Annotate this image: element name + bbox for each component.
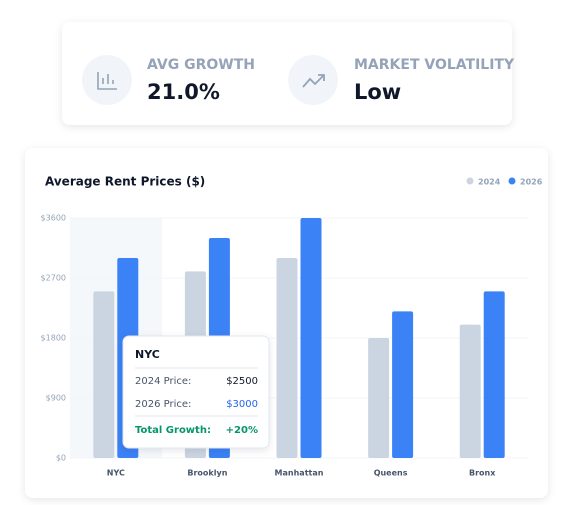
stat-label: AVG GROWTH [147, 57, 255, 73]
tooltip-total-label: Total Growth: [135, 425, 211, 436]
y-tick-label: $1800 [41, 334, 66, 343]
y-tick-label: $3600 [41, 214, 66, 223]
x-tick-label: Brooklyn [187, 469, 227, 478]
bar [483, 291, 505, 458]
tooltip-value: $3000 [226, 399, 258, 410]
x-tick-label: Manhattan [275, 469, 324, 478]
trend-icon [302, 74, 325, 88]
bar [93, 291, 115, 458]
x-tick-label: Queens [374, 469, 408, 478]
bar [368, 338, 390, 458]
chart-title: Average Rent Prices ($) [45, 175, 205, 189]
legend-label: 2026 [520, 178, 543, 187]
stat-icon [288, 55, 338, 105]
y-tick-label: $2700 [41, 274, 66, 283]
bar [300, 218, 322, 458]
tooltip-label: 2024 Price: [135, 376, 191, 387]
stat-value: Low [354, 80, 401, 104]
stat-value: 21.0% [147, 80, 220, 104]
tooltip-label: 2026 Price: [135, 399, 191, 410]
x-tick-label: Bronx [469, 469, 496, 478]
tooltip-title: NYC [135, 348, 160, 361]
x-tick-label: NYC [107, 469, 125, 478]
stat-icon [82, 55, 132, 105]
bar-icon [97, 72, 117, 90]
legend-label: 2024 [478, 178, 501, 187]
stats-card [62, 22, 512, 125]
tooltip-value: $2500 [226, 376, 258, 387]
bar [276, 258, 298, 458]
stat-label: MARKET VOLATILITY [354, 57, 515, 73]
legend-dot [508, 177, 516, 185]
bar [459, 324, 481, 458]
tooltip-total-value: +20% [226, 425, 258, 436]
bar [392, 311, 414, 458]
tooltip [122, 335, 270, 449]
legend-dot [466, 177, 474, 185]
y-tick-label: $900 [46, 394, 66, 403]
y-tick-label: $0 [56, 454, 66, 463]
tooltip-box [122, 335, 270, 449]
